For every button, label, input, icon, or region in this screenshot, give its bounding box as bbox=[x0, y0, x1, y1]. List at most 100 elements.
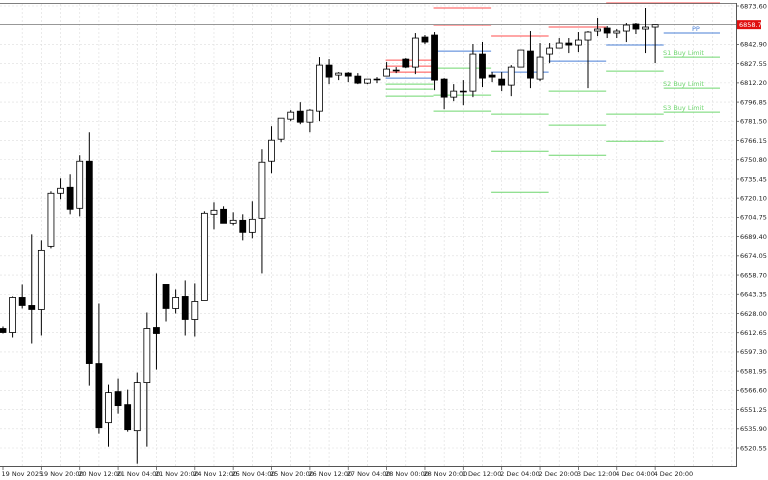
candle bbox=[402, 58, 410, 69]
candle-body-bear bbox=[66, 186, 74, 210]
candle-body-bull bbox=[268, 139, 275, 162]
candle bbox=[565, 38, 573, 54]
candle-body-bull bbox=[459, 90, 467, 93]
price-tick-label: 6704.75 bbox=[740, 214, 767, 222]
candle-body-bull bbox=[450, 90, 458, 98]
time-tick-label: 4 Dec 04:00 bbox=[615, 470, 655, 478]
support-label: S1 Buy Limit bbox=[663, 49, 704, 57]
candle-body-bull bbox=[622, 24, 630, 32]
price-tick-label: 6597.30 bbox=[740, 348, 767, 356]
candle bbox=[85, 132, 93, 386]
candle bbox=[373, 77, 381, 84]
price-tick-label: 6812.20 bbox=[740, 79, 767, 87]
candle bbox=[76, 155, 84, 217]
candle bbox=[229, 212, 237, 226]
candle-body-bull bbox=[287, 111, 295, 120]
candle-body-bull bbox=[9, 297, 16, 333]
candle-body-bull bbox=[411, 37, 419, 68]
candle bbox=[383, 62, 391, 77]
candle bbox=[200, 211, 208, 301]
time-tick-label: 27 Nov 04:00 bbox=[347, 470, 391, 478]
candle-body-bull bbox=[37, 249, 45, 310]
candle bbox=[335, 72, 343, 81]
price-tick-label: 6658.70 bbox=[740, 271, 767, 279]
candle-body-bear bbox=[421, 36, 429, 43]
candle-body-bull bbox=[200, 212, 208, 301]
candle bbox=[536, 43, 544, 82]
candle-body-bull bbox=[575, 39, 582, 46]
candle-body-bear bbox=[220, 208, 227, 224]
price-tick-label: 6766.15 bbox=[740, 137, 767, 145]
candle-body-bear bbox=[479, 53, 486, 79]
candle bbox=[555, 38, 563, 49]
candle-body-bull bbox=[335, 72, 343, 76]
candle bbox=[133, 372, 141, 464]
candle-body-bull bbox=[517, 49, 525, 68]
time-tick-label: 25 Nov 04:00 bbox=[232, 470, 276, 478]
time-tick-label: 19 Nov 20:00 bbox=[40, 470, 84, 478]
price-tick-label: 6827.55 bbox=[740, 60, 767, 68]
candle-body-bear bbox=[28, 305, 36, 310]
candle bbox=[296, 102, 304, 125]
price-tick-label: 6689.40 bbox=[740, 233, 767, 241]
candle-body-bear bbox=[325, 64, 333, 78]
candle bbox=[114, 378, 122, 414]
candle-body-bear bbox=[153, 327, 160, 334]
candle bbox=[632, 23, 640, 35]
time-tick-label: 21 Nov 20:00 bbox=[155, 470, 199, 478]
candle bbox=[210, 202, 218, 230]
candle bbox=[57, 178, 64, 200]
candle-body-bull bbox=[536, 56, 544, 80]
candle bbox=[527, 31, 534, 89]
time-tick-label: 28 Nov 20:00 bbox=[423, 470, 467, 478]
candle-body-bear bbox=[431, 34, 438, 81]
candle-body-bull bbox=[613, 30, 621, 34]
candle-body-bear bbox=[632, 23, 640, 30]
time-tick-label: 24 Nov 12:00 bbox=[193, 470, 237, 478]
time-tick-label: 2 Dec 20:00 bbox=[539, 470, 579, 478]
candle bbox=[431, 32, 438, 91]
support-label: S2 Buy Limit bbox=[663, 80, 704, 88]
candle-body-bull bbox=[642, 26, 649, 30]
candle-body-bear bbox=[488, 74, 496, 78]
candle-body-bull bbox=[546, 47, 554, 55]
candle bbox=[277, 117, 285, 143]
candle-body-bear bbox=[114, 391, 122, 407]
candle bbox=[354, 73, 362, 85]
time-tick-label: 1 Dec 12:00 bbox=[462, 470, 502, 478]
current-price-badge-bg bbox=[737, 20, 761, 30]
candle bbox=[642, 8, 649, 54]
candle-body-bull bbox=[76, 160, 84, 209]
candle bbox=[546, 43, 554, 64]
candle-body-bull bbox=[373, 78, 381, 81]
candle-body-bear bbox=[354, 75, 362, 84]
candle-body-bull bbox=[143, 328, 151, 383]
candle-body-bull bbox=[133, 382, 141, 432]
axes bbox=[0, 3, 737, 467]
candle bbox=[603, 26, 611, 39]
candle-body-bear bbox=[124, 404, 132, 431]
candle-body-bear bbox=[95, 363, 103, 429]
price-tick-label: 6535.90 bbox=[740, 425, 767, 433]
candle-body-bull bbox=[594, 28, 601, 32]
candle-body-bear bbox=[239, 219, 247, 233]
candle-body-bull bbox=[392, 69, 400, 72]
candle bbox=[469, 44, 477, 98]
time-tick-label: 25 Nov 20:00 bbox=[270, 470, 314, 478]
candle-body-bear bbox=[603, 27, 611, 34]
candle bbox=[37, 240, 45, 336]
price-tick-label: 6750.80 bbox=[740, 156, 767, 164]
candle bbox=[316, 57, 323, 122]
candle-body-bull bbox=[383, 68, 391, 77]
candle-body-bull bbox=[258, 161, 266, 219]
price-tick-label: 6873.60 bbox=[740, 2, 767, 10]
chart-grid bbox=[0, 4, 736, 466]
candle-body-bear bbox=[498, 78, 506, 86]
candle-body-bull bbox=[469, 53, 477, 92]
candle-body-bear bbox=[344, 72, 352, 77]
price-tick-label: 6643.35 bbox=[740, 291, 767, 299]
price-axis-ticks: 6873.60 6842.90 6827.55 6812.20 6796.85 6781.… bbox=[736, 2, 767, 452]
candle-body-bear bbox=[162, 284, 170, 309]
